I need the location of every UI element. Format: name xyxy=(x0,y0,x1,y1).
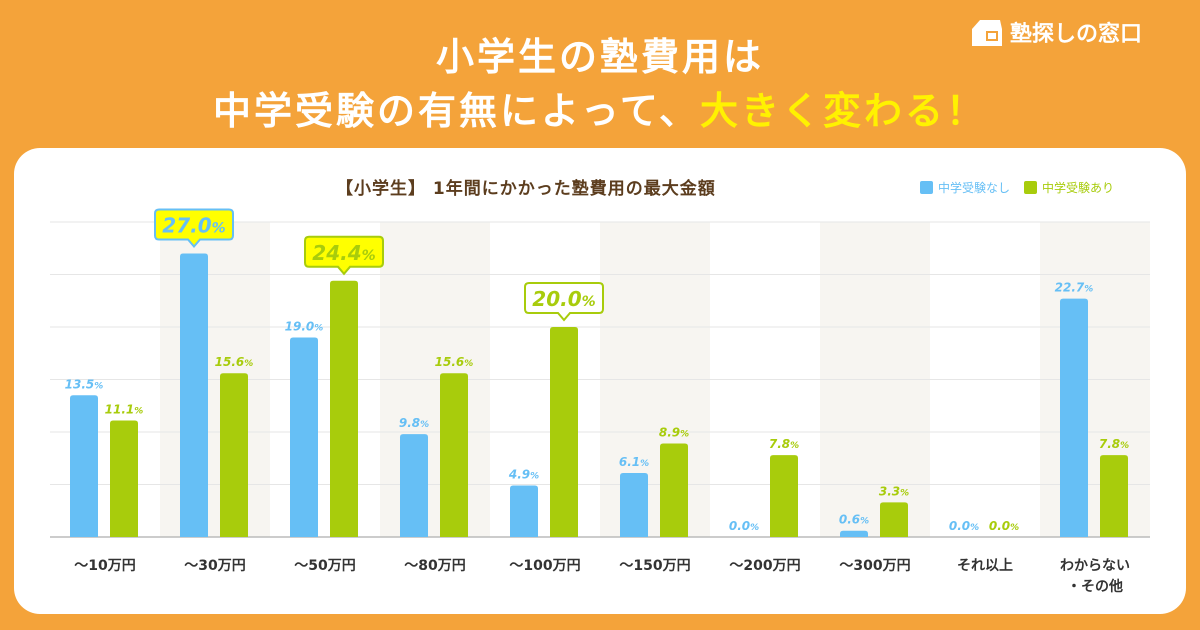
value-label: 15.6% xyxy=(435,355,474,369)
legend: 中学受験なし 中学受験あり xyxy=(920,179,1114,196)
category-label: 〜80万円 xyxy=(404,558,465,574)
chart-title: 【小学生】 1年間にかかった塾費用の最大金額 xyxy=(336,179,716,199)
value-label: 6.1% xyxy=(619,455,649,469)
value-label: 0.6% xyxy=(839,513,869,527)
bar-exam xyxy=(440,373,468,537)
bar-exam xyxy=(1100,455,1128,537)
category-label: ・その他 xyxy=(1067,578,1123,595)
bar-no-exam xyxy=(620,472,648,537)
value-callout xyxy=(154,208,234,249)
value-label: 22.7% xyxy=(1055,281,1094,295)
legend-swatch-green xyxy=(1024,181,1038,194)
bar-exam xyxy=(110,420,138,537)
bar-no-exam xyxy=(510,485,538,537)
value-label: 0.0% xyxy=(729,519,759,533)
category-label: 〜10万円 xyxy=(74,558,135,574)
bar-no-exam xyxy=(840,530,868,537)
bar-no-exam xyxy=(290,337,318,537)
school-house-icon xyxy=(972,20,1002,46)
value-callout xyxy=(304,235,384,276)
bar-exam xyxy=(550,327,578,537)
category-label: 〜100万円 xyxy=(509,558,580,574)
value-callout xyxy=(524,282,604,322)
value-label: 15.6% xyxy=(215,355,254,369)
category-label: 〜50万円 xyxy=(294,558,355,574)
value-label: 13.5% xyxy=(65,377,104,391)
logo: 塾探しの窓口 xyxy=(970,16,1142,48)
category-label: 〜150万円 xyxy=(619,558,690,574)
category-label: わからない xyxy=(1060,558,1130,574)
value-label: 11.1% xyxy=(105,402,144,416)
legend-label: 中学受験あり xyxy=(1042,181,1115,195)
bar-exam xyxy=(220,373,248,537)
value-label: 3.3% xyxy=(879,484,909,498)
value-label: 19.0% xyxy=(285,320,324,334)
bar-no-exam xyxy=(1060,298,1088,537)
headline-line-1: 小学生の塾費用は xyxy=(435,35,764,79)
legend-label: 中学受験なし xyxy=(938,181,1011,195)
category-label: 〜200万円 xyxy=(729,558,800,574)
headline-prefix: 中学受験の有無によって、 xyxy=(212,89,701,133)
value-label: 4.9% xyxy=(508,468,539,482)
legend-item-exam: 中学受験あり xyxy=(1024,179,1114,196)
bar-no-exam xyxy=(70,395,98,537)
bar-no-exam xyxy=(180,253,208,537)
value-label: 0.0% xyxy=(989,519,1019,533)
value-label: 7.8% xyxy=(769,437,799,451)
headline-highlight: 大きく変わる！ xyxy=(700,89,988,133)
value-label: 7.8% xyxy=(1099,437,1129,451)
value-label: 8.9% xyxy=(659,426,689,440)
headline-line-2: 中学受験の有無によって、大きく変わる！ xyxy=(0,80,1200,135)
legend-item-no-exam: 中学受験なし xyxy=(920,179,1010,196)
category-label: 〜300万円 xyxy=(839,558,910,574)
bar-exam xyxy=(330,280,358,537)
legend-swatch-blue xyxy=(920,181,933,194)
value-label: 9.8% xyxy=(399,416,429,430)
bar-exam xyxy=(770,455,798,537)
bar-exam xyxy=(880,502,908,537)
category-label: それ以上 xyxy=(957,558,1013,574)
category-label: 〜30万円 xyxy=(184,558,245,574)
logo-text: 塾探しの窓口 xyxy=(1010,22,1143,47)
value-label: 0.0% xyxy=(949,519,979,533)
bar-no-exam xyxy=(400,434,428,537)
bar-exam xyxy=(660,443,688,537)
